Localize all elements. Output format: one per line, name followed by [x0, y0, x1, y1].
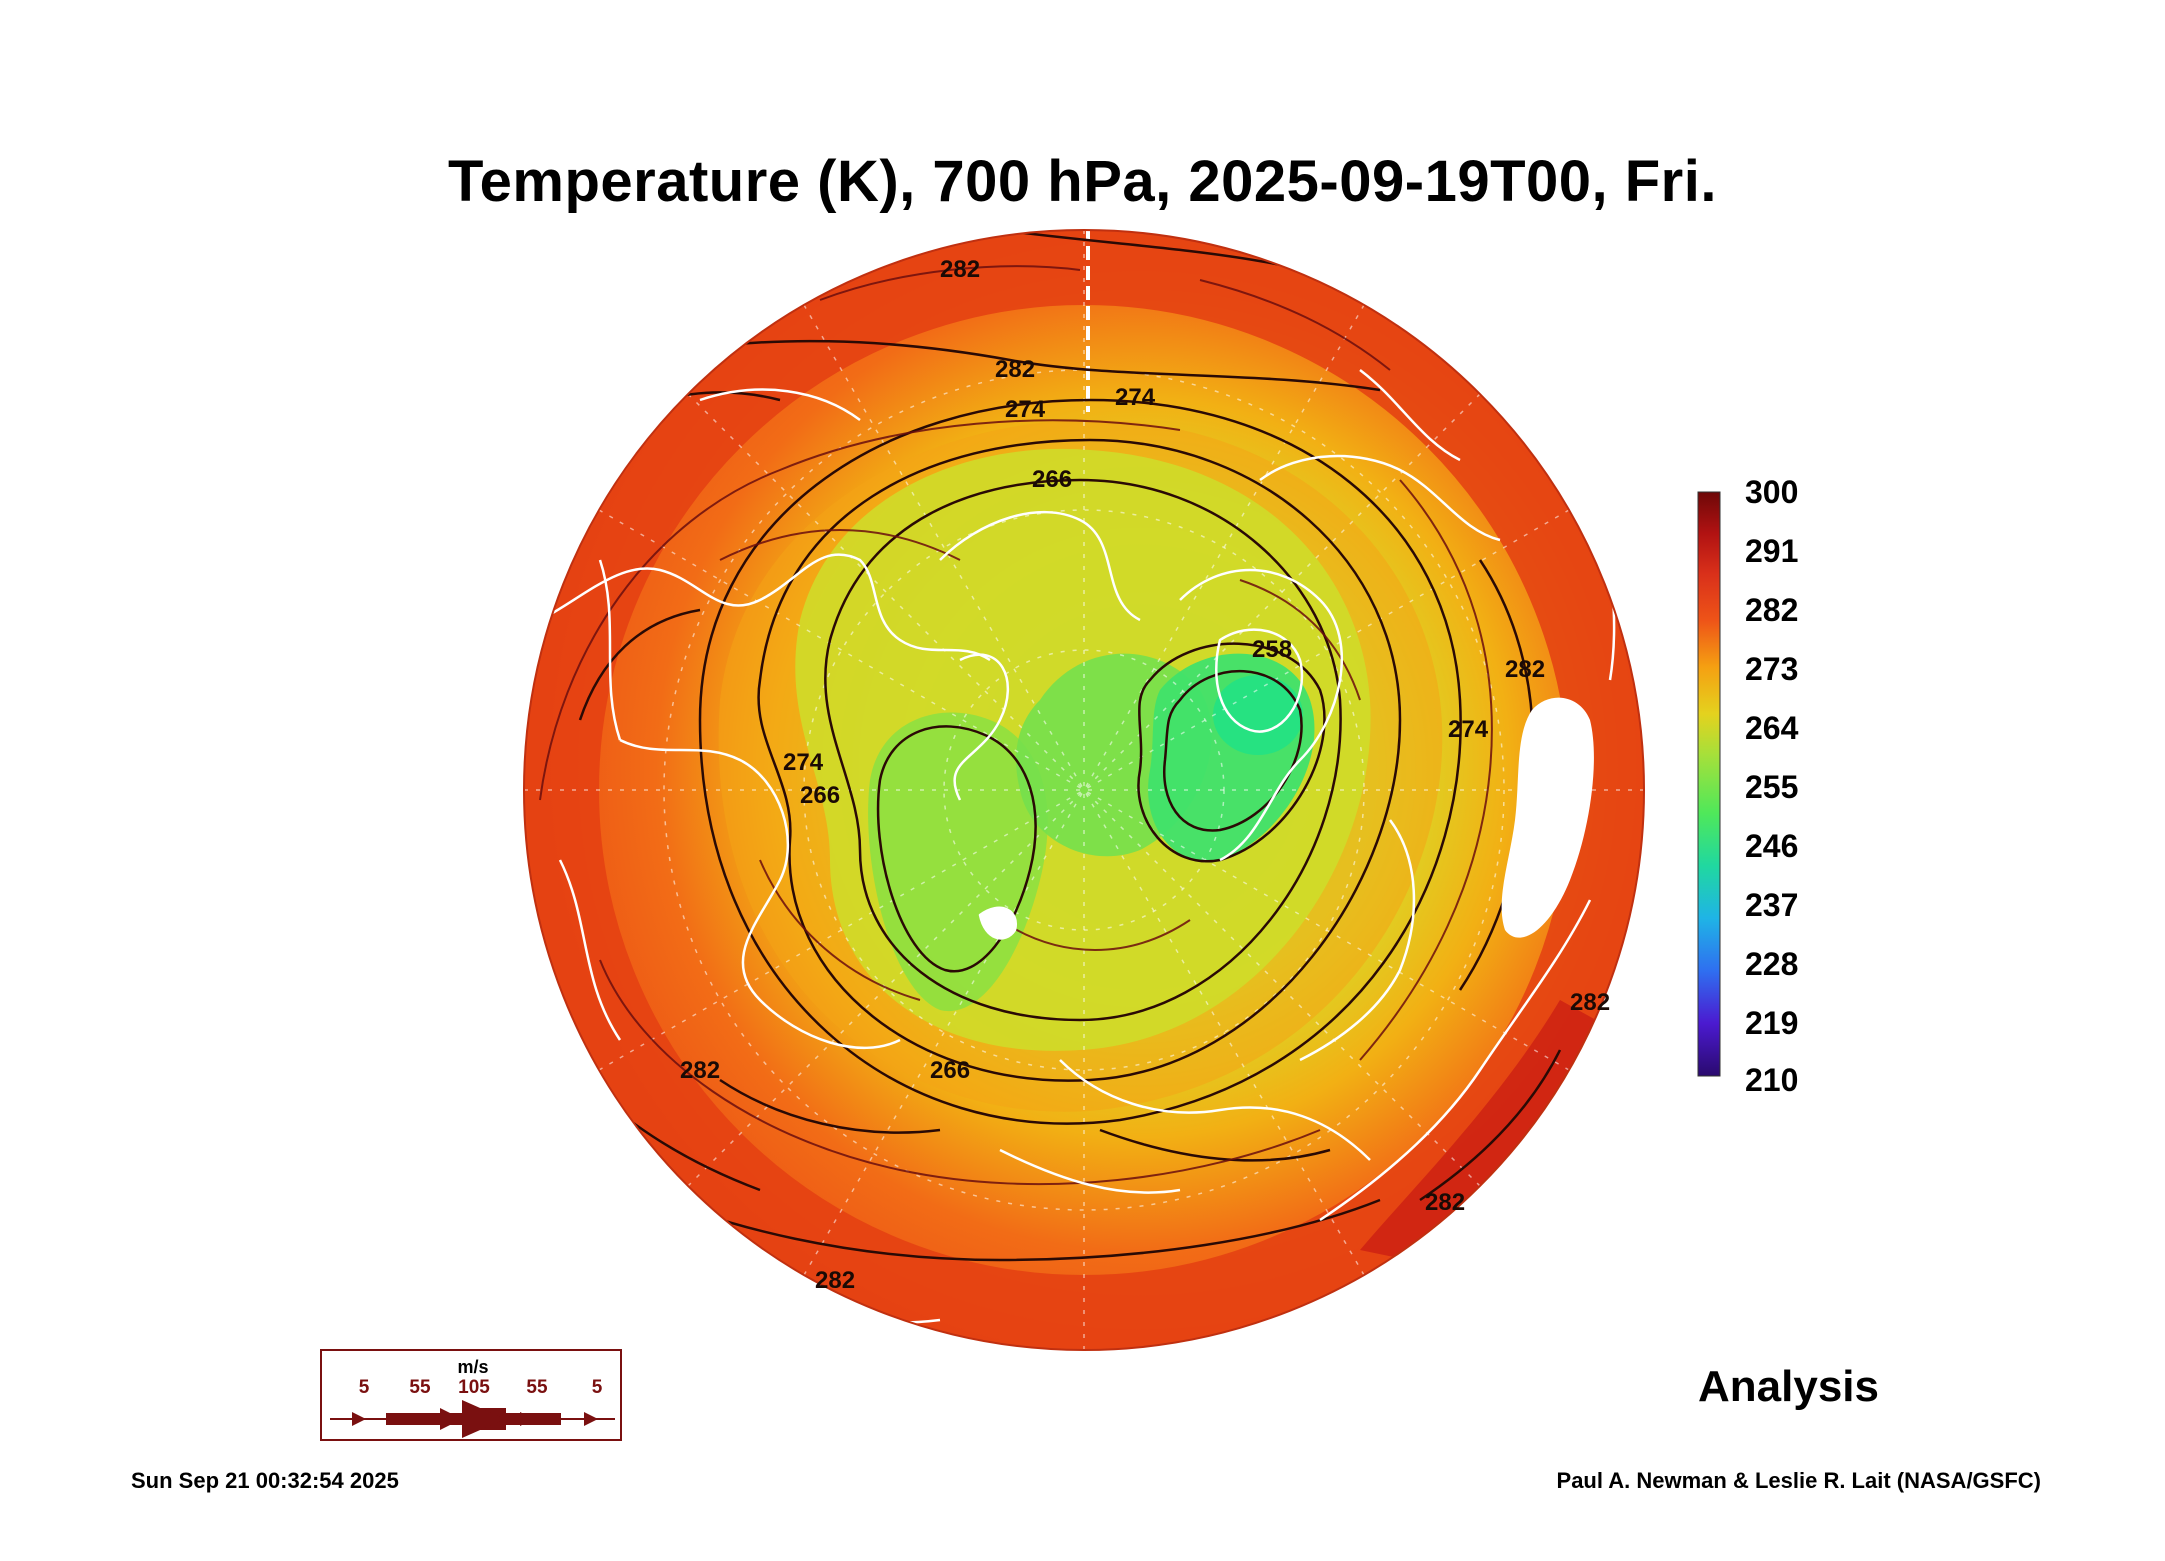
colorbar-tick-label: 300 — [1745, 474, 1799, 510]
colorbar-tick-label: 273 — [1745, 651, 1799, 687]
contour-label: 274 — [1005, 396, 1046, 423]
contour-label: 258 — [1252, 636, 1292, 663]
contour-label: 282 — [940, 256, 980, 283]
globe-edge — [523, 229, 1645, 1351]
colorbar-tick-label: 246 — [1745, 828, 1799, 864]
contour-label: 282 — [1505, 656, 1545, 683]
contour-label: 266 — [930, 1057, 970, 1084]
colorbar-tick-label: 264 — [1745, 710, 1799, 746]
contour-label: 282 — [1425, 1189, 1465, 1216]
colorbar — [1697, 491, 1721, 1077]
contour-label: 282 — [1570, 989, 1610, 1016]
contour-label: 282 — [815, 1267, 855, 1294]
cold-core-center — [1213, 675, 1303, 755]
colorbar-tick-label: 228 — [1745, 946, 1799, 982]
product-label: Analysis — [1698, 1362, 1879, 1411]
colorbar-tick-label: 219 — [1745, 1005, 1799, 1041]
wind-scale-symbol — [330, 1400, 615, 1438]
wind-legend-value: 55 — [526, 1377, 548, 1398]
colorbar-tick-label: 282 — [1745, 592, 1799, 628]
wind-legend-unit: m/s — [457, 1357, 489, 1377]
colorbar-tick-label: 255 — [1745, 769, 1799, 805]
contour-label: 274 — [1115, 384, 1156, 411]
contour-label: 282 — [680, 1057, 720, 1084]
wind-legend-value: 5 — [591, 1377, 603, 1398]
wind-streamlines — [539, 265, 1493, 1186]
contour-label: 274 — [1448, 716, 1489, 743]
colorbar-tick-label: 237 — [1745, 887, 1799, 923]
colorbar-tick-label: 291 — [1745, 533, 1799, 569]
contour-label: 282 — [995, 356, 1035, 383]
credit-line: Paul A. Newman & Leslie R. Lait (NASA/GS… — [1556, 1468, 2041, 1493]
creation-timestamp: Sun Sep 21 00:32:54 2025 — [131, 1468, 399, 1493]
wind-legend-value: 5 — [358, 1377, 370, 1398]
wind-legend-value: 55 — [409, 1377, 431, 1398]
contour-label: 266 — [800, 782, 840, 809]
wind-legend-value: 105 — [458, 1377, 490, 1398]
contour-labels: 282 282 274 274 266 258 274 282 266 274 … — [680, 256, 1610, 1294]
contour-label: 266 — [1032, 466, 1072, 493]
chart-title: Temperature (K), 700 hPa, 2025-09-19T00,… — [448, 149, 1717, 214]
terrain-mask — [1501, 697, 1594, 938]
colorbar-tick-label: 210 — [1745, 1062, 1799, 1098]
wind-legend: m/s 5 55 105 55 5 — [320, 1349, 622, 1441]
contour-label: 274 — [783, 749, 824, 776]
